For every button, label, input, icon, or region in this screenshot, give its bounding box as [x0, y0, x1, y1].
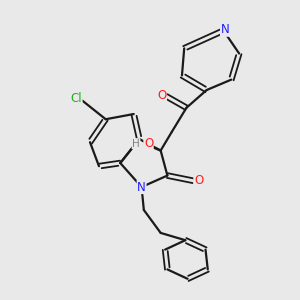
- Text: O: O: [157, 89, 167, 102]
- Text: Cl: Cl: [70, 92, 82, 106]
- Text: H: H: [132, 139, 140, 149]
- Text: N: N: [220, 23, 229, 36]
- Text: O: O: [194, 174, 203, 187]
- Text: O: O: [144, 137, 153, 150]
- Text: N: N: [137, 181, 146, 194]
